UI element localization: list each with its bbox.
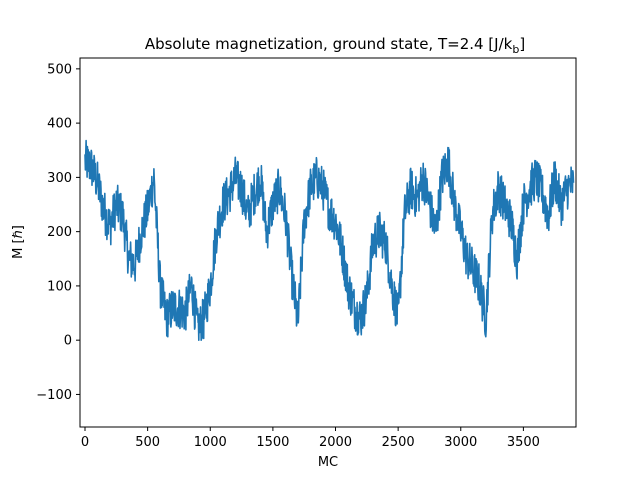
y-tick-label: 200: [47, 225, 72, 240]
x-tick-label: 1500: [256, 435, 289, 450]
y-tick-label: 100: [47, 279, 72, 294]
series-group: [84, 139, 575, 342]
x-tick-label: 2000: [319, 435, 352, 450]
plot-area: [79, 57, 577, 428]
y-tick-label: 400: [47, 117, 72, 132]
x-tick-label: 2500: [382, 435, 415, 450]
magnetization-series-line: [84, 139, 575, 342]
y-tick-label: 300: [47, 171, 72, 186]
x-tick-label: 0: [81, 435, 89, 450]
x-tick-label: 3500: [507, 435, 540, 450]
chart-title: Absolute magnetization, ground state, T=…: [145, 35, 525, 56]
x-tick-label: 500: [135, 435, 160, 450]
y-tick-label: −100: [36, 388, 72, 403]
x-axis: 0 500 1000 1500 2000 2500 3000 3500: [81, 427, 540, 450]
y-tick-label: 0: [64, 334, 72, 349]
plot-frame: [79, 57, 577, 428]
y-axis: −100 0 100 200 300 400 500: [36, 62, 80, 403]
x-axis-title: MC: [318, 455, 338, 470]
x-tick-label: 1000: [194, 435, 227, 450]
y-axis-title: M [ℏ]: [11, 225, 26, 259]
y-tick-label: 500: [47, 62, 72, 77]
x-tick-label: 3000: [444, 435, 477, 450]
